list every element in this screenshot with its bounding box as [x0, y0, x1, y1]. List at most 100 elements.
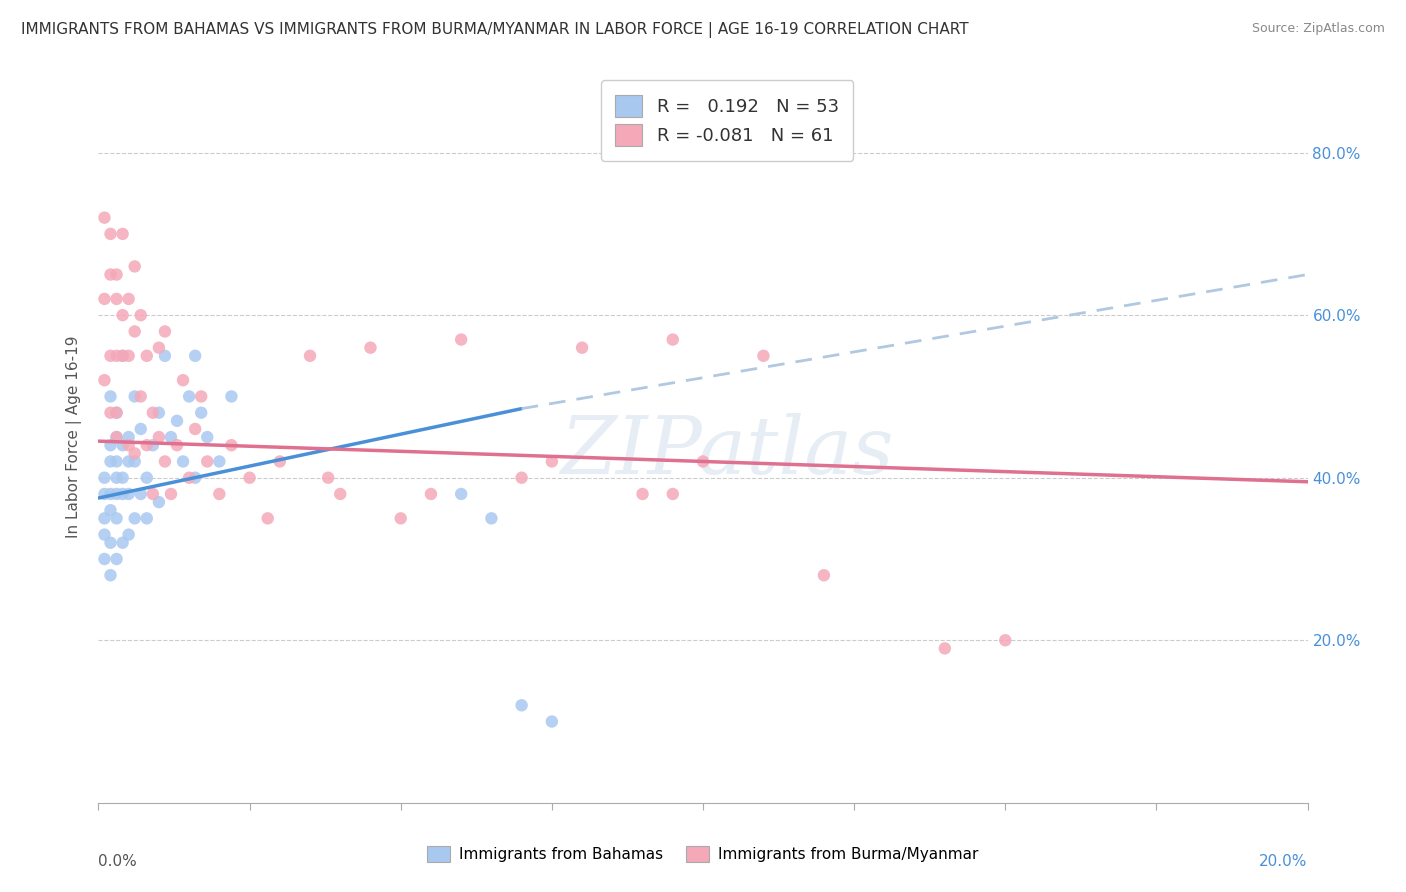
- Point: [105, 292, 128, 306]
- Point: [166, 438, 188, 452]
- Point: [540, 714, 562, 729]
- Point: [129, 389, 152, 403]
- Point: [100, 227, 122, 241]
- Point: [269, 454, 291, 468]
- Text: 0.0%: 0.0%: [98, 854, 138, 869]
- Y-axis label: In Labor Force | Age 16-19: In Labor Force | Age 16-19: [66, 335, 83, 539]
- Point: [93, 487, 115, 501]
- Point: [100, 503, 122, 517]
- Point: [105, 454, 128, 468]
- Point: [105, 471, 128, 485]
- Point: [93, 552, 115, 566]
- Point: [111, 438, 134, 452]
- Point: [111, 487, 134, 501]
- Point: [100, 349, 122, 363]
- Point: [111, 308, 134, 322]
- Point: [135, 471, 157, 485]
- Point: [153, 349, 176, 363]
- Point: [105, 349, 128, 363]
- Point: [450, 487, 472, 501]
- Point: [129, 308, 152, 322]
- Point: [389, 511, 412, 525]
- Point: [661, 333, 683, 347]
- Point: [105, 430, 128, 444]
- Point: [692, 454, 714, 468]
- Point: [142, 406, 165, 420]
- Point: [135, 438, 157, 452]
- Point: [124, 325, 146, 339]
- Point: [93, 471, 115, 485]
- Point: [153, 325, 176, 339]
- Point: [93, 211, 115, 225]
- Point: [111, 349, 134, 363]
- Point: [631, 487, 654, 501]
- Point: [148, 406, 170, 420]
- Point: [118, 487, 141, 501]
- Point: [118, 430, 141, 444]
- Point: [105, 430, 128, 444]
- Point: [329, 487, 352, 501]
- Point: [100, 535, 122, 549]
- Point: [190, 389, 212, 403]
- Point: [93, 527, 115, 541]
- Point: [481, 511, 503, 525]
- Point: [100, 454, 122, 468]
- Point: [111, 227, 134, 241]
- Point: [160, 487, 183, 501]
- Point: [184, 471, 207, 485]
- Point: [208, 454, 231, 468]
- Point: [100, 487, 122, 501]
- Point: [105, 487, 128, 501]
- Point: [172, 373, 194, 387]
- Text: IMMIGRANTS FROM BAHAMAS VS IMMIGRANTS FROM BURMA/MYANMAR IN LABOR FORCE | AGE 16: IMMIGRANTS FROM BAHAMAS VS IMMIGRANTS FR…: [21, 22, 969, 38]
- Point: [195, 454, 218, 468]
- Point: [129, 422, 152, 436]
- Point: [172, 454, 194, 468]
- Point: [105, 552, 128, 566]
- Point: [105, 511, 128, 525]
- Point: [661, 487, 683, 501]
- Point: [179, 389, 201, 403]
- Point: [510, 471, 533, 485]
- Point: [135, 511, 157, 525]
- Point: [105, 406, 128, 420]
- Point: [239, 471, 262, 485]
- Point: [221, 389, 243, 403]
- Point: [813, 568, 835, 582]
- Point: [111, 535, 134, 549]
- Point: [420, 487, 443, 501]
- Point: [148, 495, 170, 509]
- Point: [450, 333, 472, 347]
- Point: [510, 698, 533, 713]
- Point: [166, 414, 188, 428]
- Point: [148, 341, 170, 355]
- Point: [118, 527, 141, 541]
- Point: [118, 438, 141, 452]
- Text: 20.0%: 20.0%: [1260, 854, 1308, 869]
- Point: [148, 430, 170, 444]
- Text: ZIPatlas: ZIPatlas: [561, 413, 894, 491]
- Point: [135, 349, 157, 363]
- Point: [105, 406, 128, 420]
- Point: [124, 446, 146, 460]
- Point: [221, 438, 243, 452]
- Point: [100, 389, 122, 403]
- Point: [93, 292, 115, 306]
- Point: [124, 260, 146, 274]
- Point: [934, 641, 956, 656]
- Point: [299, 349, 322, 363]
- Point: [142, 487, 165, 501]
- Point: [179, 471, 201, 485]
- Point: [118, 292, 141, 306]
- Point: [208, 487, 231, 501]
- Point: [93, 511, 115, 525]
- Point: [100, 568, 122, 582]
- Point: [100, 268, 122, 282]
- Point: [360, 341, 382, 355]
- Point: [540, 454, 562, 468]
- Text: Source: ZipAtlas.com: Source: ZipAtlas.com: [1251, 22, 1385, 36]
- Point: [160, 430, 183, 444]
- Point: [994, 633, 1017, 648]
- Point: [118, 454, 141, 468]
- Point: [124, 454, 146, 468]
